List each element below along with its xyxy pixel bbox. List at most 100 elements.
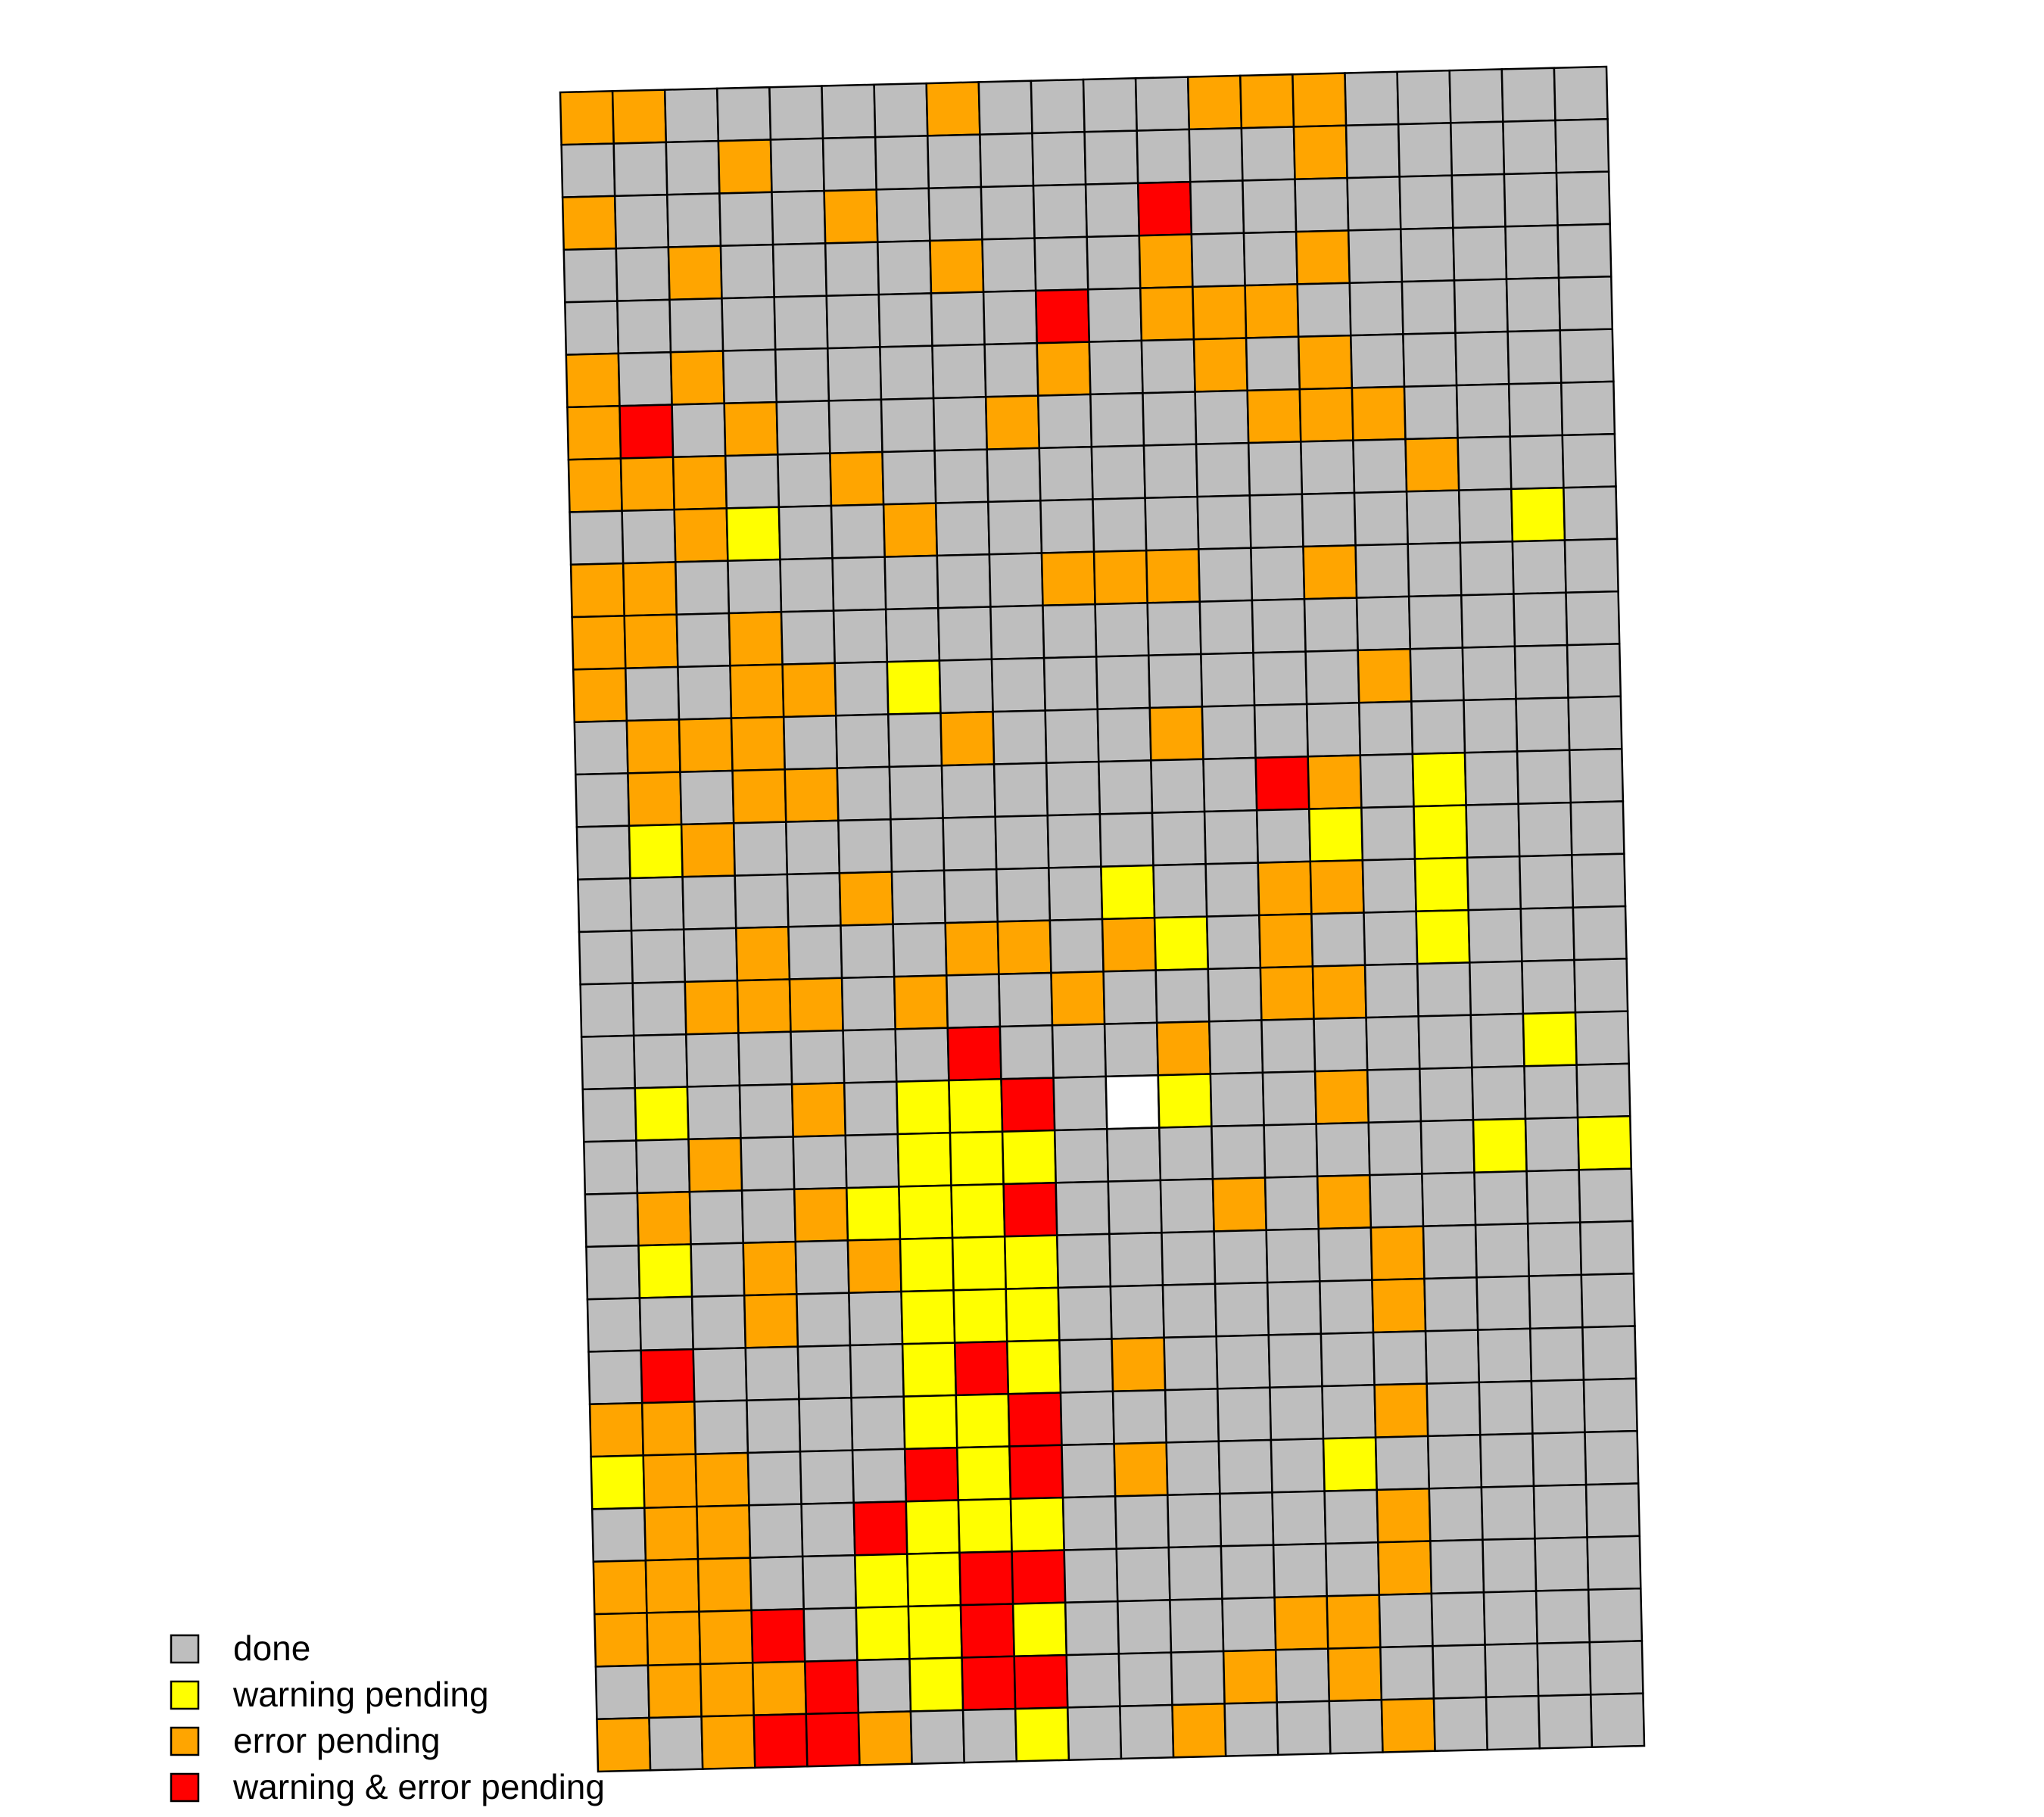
cell-warning-pending-r19-c7	[948, 1078, 1004, 1134]
cell-warning-pending-r30-c6	[908, 1656, 964, 1713]
cell-done-r10-c19	[1565, 590, 1621, 647]
cell-error-pending-r28-c1	[644, 1558, 700, 1614]
cell-done-r24-c12	[1215, 1334, 1271, 1390]
cell-error-pending-r22-c3	[742, 1240, 798, 1297]
cell-error-pending-r14-c2	[680, 822, 736, 878]
cell-done-r1-c5	[821, 136, 877, 192]
cell-done-r10-c11	[1146, 600, 1202, 656]
cell-done-r3-c8	[981, 237, 1037, 293]
cell-done-r29-c17	[1482, 1590, 1538, 1646]
cell-done-r3-c13	[1242, 230, 1298, 287]
cell-done-r14-c4	[785, 819, 841, 876]
cell-done-r18-c15	[1365, 1015, 1421, 1071]
cell-done-r17-c18	[1521, 958, 1577, 1015]
cell-done-r19-c9	[1052, 1075, 1108, 1132]
cell-done-r6-c4	[775, 400, 831, 456]
cell-error-pending-r6-c3	[723, 400, 779, 457]
cell-done-r23-c4	[796, 1292, 852, 1348]
legend-swatch-done	[170, 1634, 200, 1664]
cell-error-pending-r16-c7	[944, 921, 1000, 977]
cell-error-pending-r9-c11	[1145, 548, 1201, 604]
cell-done-r17-c10	[1102, 969, 1158, 1025]
cell-warning-pending-r28-c6	[906, 1551, 962, 1608]
cell-done-r13-c9	[1045, 760, 1101, 817]
cell-done-r5-c8	[983, 342, 1039, 398]
cell-done-r27-c12	[1219, 1491, 1275, 1547]
cell-done-r14-c19	[1569, 800, 1625, 856]
cell-warning-pending-r26-c14	[1322, 1436, 1378, 1492]
cell-done-r8-c7	[934, 500, 991, 557]
cell-done-r23-c16	[1423, 1276, 1479, 1332]
cell-done-r25-c12	[1217, 1386, 1273, 1442]
cell-error-pending-r30-c12	[1222, 1649, 1278, 1705]
cell-done-r1-c19	[1554, 118, 1610, 174]
cell-done-r14-c10	[1098, 812, 1154, 868]
cell-done-r3-c15	[1347, 228, 1404, 285]
cell-done-r18-c12	[1208, 1019, 1264, 1075]
cell-done-r3-c3	[719, 243, 775, 300]
cell-warning-pending-r29-c6	[907, 1604, 963, 1660]
cell-warning-error-pending-r21-c8	[1002, 1182, 1058, 1238]
cell-done-r7-c11	[1142, 443, 1198, 500]
cell-done-r0-c2	[663, 87, 720, 144]
cell-done-r23-c1	[638, 1295, 694, 1352]
cell-done-r21-c17	[1473, 1170, 1529, 1226]
cell-done-r24-c3	[744, 1345, 800, 1401]
cell-done-r22-c19	[1579, 1220, 1635, 1276]
cell-done-r4-c17	[1453, 278, 1509, 334]
cell-done-r24-c5	[849, 1343, 905, 1399]
cell-done-r17-c0	[579, 982, 635, 1038]
cell-error-pending-r15-c14	[1309, 859, 1365, 915]
cell-done-r29-c9	[1064, 1600, 1120, 1656]
cell-warning-pending-r29-c8	[1011, 1601, 1068, 1658]
cell-done-r31-c19	[1590, 1692, 1646, 1748]
cell-done-r11-c14	[1304, 649, 1360, 706]
cell-done-r22-c0	[585, 1244, 641, 1301]
cell-error-pending-r29-c1	[646, 1610, 702, 1666]
cell-done-r10-c13	[1251, 598, 1307, 654]
cell-warning-error-pending-r29-c3	[750, 1608, 806, 1664]
cell-error-pending-r16-c3	[735, 925, 791, 982]
cell-done-r28-c16	[1429, 1538, 1485, 1595]
cell-warning-pending-r14-c1	[628, 823, 684, 880]
cell-done-r11-c9	[1042, 656, 1099, 712]
cell-done-r21-c15	[1369, 1173, 1425, 1229]
cell-done-r2-c19	[1555, 170, 1611, 226]
cell-error-pending-r27-c2	[696, 1504, 752, 1560]
cell-done-r16-c18	[1519, 906, 1575, 962]
cell-done-r9-c7	[936, 553, 992, 609]
cell-done-r12-c15	[1358, 700, 1414, 756]
cell-done-r16-c2	[682, 927, 739, 983]
cell-done-r24-c16	[1424, 1329, 1481, 1385]
cell-done-r19-c18	[1523, 1064, 1579, 1120]
cell-done-r20-c10	[1106, 1127, 1162, 1183]
cell-done-r5-c11	[1140, 338, 1196, 394]
cell-error-pending-r17-c3	[736, 978, 792, 1034]
cell-done-r30-c5	[856, 1657, 912, 1714]
cell-error-pending-r5-c0	[565, 352, 621, 409]
cell-done-r31-c10	[1119, 1703, 1175, 1760]
cell-done-r19-c2	[686, 1084, 742, 1141]
cell-error-pending-r13-c14	[1307, 754, 1363, 810]
cell-error-pending-r23-c15	[1371, 1277, 1427, 1334]
cell-done-r7-c10	[1090, 444, 1146, 500]
cell-done-r22-c13	[1265, 1227, 1321, 1284]
cell-done-r5-c1	[617, 351, 673, 407]
cell-done-r1-c9	[1031, 131, 1087, 187]
cell-done-r22-c4	[794, 1239, 850, 1295]
cell-done-r3-c4	[771, 242, 828, 298]
cell-error-pending-r5-c2	[669, 350, 725, 406]
cell-done-r14-c12	[1203, 809, 1259, 865]
cell-warning-error-pending-r26-c8	[1008, 1444, 1064, 1501]
cell-done-r25-c2	[693, 1399, 749, 1455]
cell-done-r31-c13	[1276, 1700, 1332, 1756]
cell-done-r7-c4	[777, 452, 833, 508]
cell-done-r30-c9	[1065, 1653, 1121, 1709]
cell-done-r26-c17	[1479, 1432, 1535, 1488]
cell-warning-pending-r23-c8	[1005, 1286, 1061, 1343]
cell-warning-error-pending-r26-c6	[903, 1446, 960, 1503]
cell-error-pending-r29-c0	[594, 1612, 650, 1668]
cell-done-r6-c17	[1455, 383, 1511, 439]
cell-done-r20-c12	[1211, 1124, 1267, 1180]
cell-error-pending-r7-c16	[1404, 437, 1460, 493]
